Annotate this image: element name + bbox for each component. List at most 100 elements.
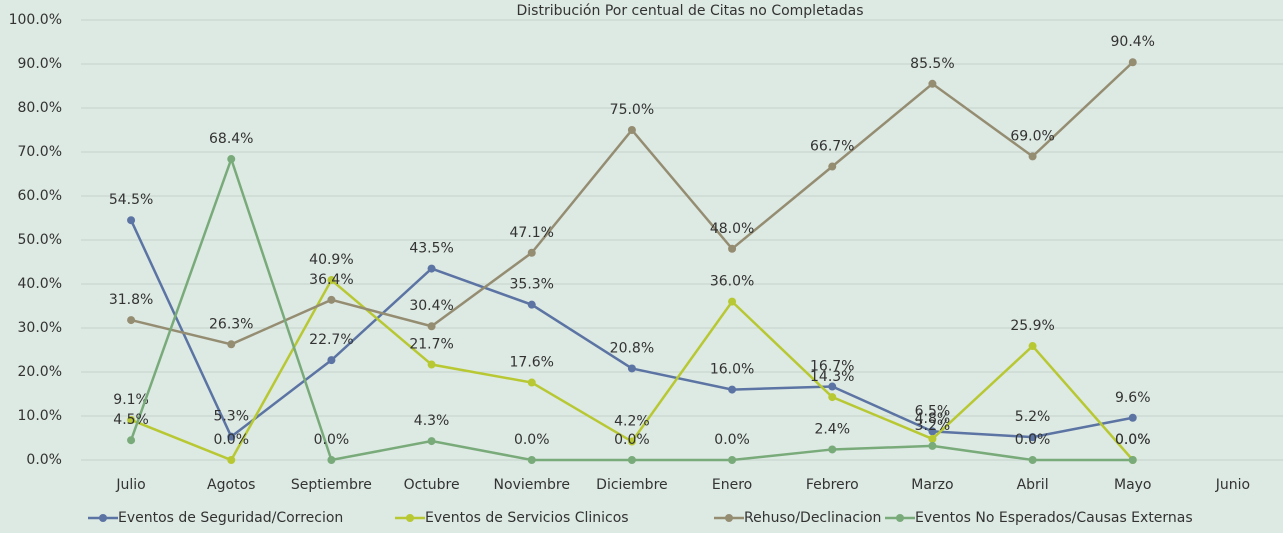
y-tick-label: 60.0% xyxy=(18,188,62,204)
data-point xyxy=(1028,456,1037,464)
data-point xyxy=(1128,456,1137,464)
data-point xyxy=(728,244,737,253)
data-point xyxy=(427,322,436,331)
y-tick-label: 70.0% xyxy=(18,144,62,160)
data-label: 0.0% xyxy=(514,432,550,448)
data-label: 16.7% xyxy=(810,359,854,375)
x-tick-label: Mayo xyxy=(1114,477,1152,493)
data-label: 40.9% xyxy=(309,252,353,268)
data-label: 0.0% xyxy=(714,432,750,448)
data-label: 85.5% xyxy=(910,56,954,72)
data-label: 5.3% xyxy=(213,409,249,425)
legend-label: Eventos de Servicios Clinicos xyxy=(425,510,629,526)
data-point xyxy=(928,434,937,443)
data-label: 66.7% xyxy=(810,139,854,155)
data-point xyxy=(227,432,236,441)
y-tick-label: 40.0% xyxy=(18,276,62,292)
y-tick-label: 20.0% xyxy=(18,364,62,380)
data-label: 14.3% xyxy=(810,369,854,385)
legend-swatch-dot xyxy=(725,514,733,522)
data-label: 9.1% xyxy=(113,392,149,408)
data-point xyxy=(427,264,436,273)
data-label: 0.0% xyxy=(213,432,249,448)
data-label: 0.0% xyxy=(614,432,650,448)
data-label: 0.0% xyxy=(314,432,350,448)
legend-swatch-dot xyxy=(99,514,107,522)
data-point xyxy=(527,300,536,309)
x-tick-label: Enero xyxy=(712,477,752,493)
x-tick-label: Septiembre xyxy=(291,477,372,493)
data-point xyxy=(828,162,837,171)
data-label: 4.8% xyxy=(915,411,951,427)
x-tick-label: Marzo xyxy=(911,477,953,493)
x-tick-label: Agotos xyxy=(207,477,255,493)
data-label: 35.3% xyxy=(510,277,554,293)
data-point xyxy=(327,295,336,304)
data-label: 25.9% xyxy=(1010,318,1054,334)
data-point xyxy=(227,456,236,464)
data-point xyxy=(627,437,636,446)
data-point xyxy=(127,415,136,424)
y-tick-label: 30.0% xyxy=(18,320,62,336)
data-point xyxy=(427,360,436,369)
data-point xyxy=(1128,413,1137,422)
data-label: 36.4% xyxy=(309,272,353,288)
data-point xyxy=(1128,58,1137,67)
data-label: 0.0% xyxy=(1015,432,1051,448)
data-point xyxy=(728,385,737,394)
data-point xyxy=(327,356,336,365)
data-point xyxy=(527,248,536,257)
data-point xyxy=(1028,433,1037,442)
data-point xyxy=(227,340,236,349)
data-label: 4.5% xyxy=(113,412,149,428)
data-label: 20.8% xyxy=(610,340,654,356)
data-label: 69.0% xyxy=(1010,128,1054,144)
data-label: 3.2% xyxy=(915,418,951,434)
data-label: 2.4% xyxy=(814,421,850,437)
data-label: 54.5% xyxy=(109,192,153,208)
data-label: 90.4% xyxy=(1111,34,1155,50)
data-label: 31.8% xyxy=(109,292,153,308)
y-tick-label: 90.0% xyxy=(18,56,62,72)
x-tick-label: Noviembre xyxy=(494,477,570,493)
data-point xyxy=(928,427,937,436)
data-label: 47.1% xyxy=(510,225,554,241)
legend-label: Eventos No Esperados/Causas Externas xyxy=(915,510,1193,526)
data-point xyxy=(327,456,336,464)
data-point xyxy=(627,456,636,464)
y-tick-label: 50.0% xyxy=(18,232,62,248)
data-label: 36.0% xyxy=(710,274,754,290)
data-point xyxy=(127,316,136,325)
data-label: 9.6% xyxy=(1115,390,1151,406)
data-label: 26.3% xyxy=(209,316,253,332)
chart-title: Distribución Por centual de Citas no Com… xyxy=(516,3,863,19)
data-label: 30.4% xyxy=(409,298,453,314)
legend-swatch-dot xyxy=(406,514,414,522)
data-label: 5.2% xyxy=(1015,409,1051,425)
data-label: 21.7% xyxy=(409,337,453,353)
data-point xyxy=(728,297,737,306)
data-point xyxy=(1028,342,1037,351)
y-tick-label: 10.0% xyxy=(18,408,62,424)
data-point xyxy=(928,441,937,450)
x-tick-label: Octubre xyxy=(404,477,460,493)
x-tick-label: Abril xyxy=(1017,477,1049,493)
data-point xyxy=(427,437,436,446)
data-point xyxy=(728,456,737,464)
data-point xyxy=(928,79,937,88)
x-tick-label: Julio xyxy=(115,477,145,493)
data-label: 48.0% xyxy=(710,221,754,237)
data-point xyxy=(327,276,336,285)
data-label: 17.6% xyxy=(510,355,554,371)
x-tick-label: Diciembre xyxy=(596,477,667,493)
legend-label: Eventos de Seguridad/Correcion xyxy=(118,510,343,526)
data-label: 22.7% xyxy=(309,332,353,348)
data-label: 43.5% xyxy=(409,241,453,257)
data-label: 0.0% xyxy=(1115,432,1151,448)
data-point xyxy=(127,216,136,225)
y-tick-label: 0.0% xyxy=(26,452,62,468)
x-tick-label: Febrero xyxy=(806,477,859,493)
data-label: 75.0% xyxy=(610,102,654,118)
